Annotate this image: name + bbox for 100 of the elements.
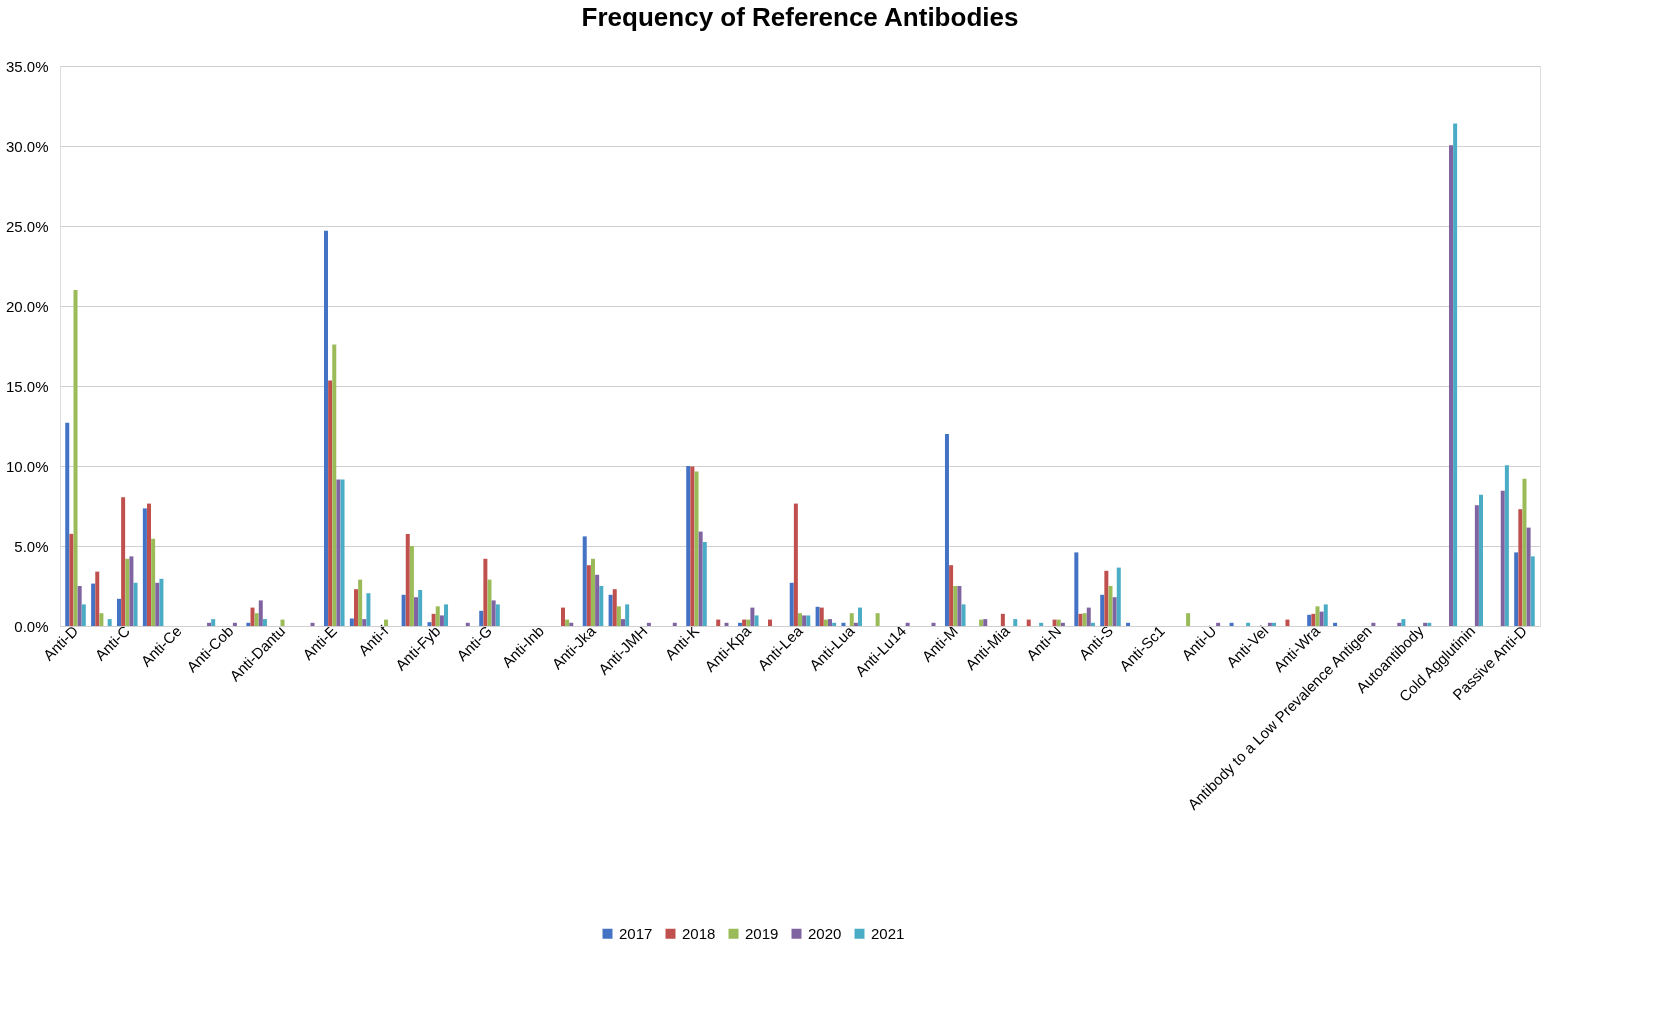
bar xyxy=(953,586,958,626)
bar xyxy=(401,594,406,626)
bar xyxy=(495,604,500,626)
bar xyxy=(69,533,74,626)
bar xyxy=(724,622,729,626)
bar xyxy=(793,503,798,626)
bar xyxy=(310,622,315,626)
bar xyxy=(444,604,449,626)
bar xyxy=(750,607,755,626)
bar xyxy=(646,622,651,626)
y-tick-label: 25.0% xyxy=(5,217,49,235)
bar xyxy=(1100,594,1105,626)
bar xyxy=(1112,597,1117,626)
bar xyxy=(340,479,345,626)
bar xyxy=(1246,622,1251,626)
bar xyxy=(254,613,259,626)
bar xyxy=(435,606,440,626)
bar xyxy=(465,622,470,626)
bar xyxy=(358,579,363,626)
bar xyxy=(815,606,820,626)
bar xyxy=(125,558,130,626)
bar xyxy=(1500,490,1505,626)
bar xyxy=(1319,611,1324,626)
bar xyxy=(366,593,371,626)
bar xyxy=(483,558,488,626)
bar xyxy=(1474,505,1479,626)
bar xyxy=(612,589,617,626)
bar xyxy=(754,615,759,626)
bar xyxy=(1000,613,1005,626)
bar xyxy=(828,619,833,626)
bar xyxy=(491,600,496,626)
bar xyxy=(1522,478,1527,626)
bar xyxy=(737,622,742,626)
bar xyxy=(250,607,255,626)
bar xyxy=(858,607,863,626)
bar xyxy=(1530,556,1535,626)
bar xyxy=(949,565,954,626)
bar xyxy=(121,497,126,626)
bar xyxy=(362,619,367,626)
bar xyxy=(694,471,699,626)
bar xyxy=(1427,622,1432,626)
bar xyxy=(77,586,82,626)
bar xyxy=(565,619,570,626)
bar xyxy=(427,622,432,626)
bar xyxy=(832,622,837,626)
bar xyxy=(133,582,138,626)
bar xyxy=(931,622,936,626)
bar xyxy=(591,558,596,626)
y-tick-label: 5.0% xyxy=(14,537,49,555)
bar xyxy=(1267,622,1272,626)
bar xyxy=(1371,622,1376,626)
bar xyxy=(616,606,621,626)
legend-label: 2021 xyxy=(871,924,905,942)
bar xyxy=(767,619,772,626)
legend-label: 2017 xyxy=(619,924,653,942)
bar xyxy=(1401,619,1406,626)
bar xyxy=(147,503,152,626)
bar xyxy=(1315,606,1320,626)
bar xyxy=(95,571,100,626)
bar xyxy=(431,613,436,626)
bar xyxy=(957,586,962,626)
bar xyxy=(1074,552,1079,626)
bar xyxy=(961,604,966,626)
bar xyxy=(1448,145,1453,626)
bar xyxy=(65,422,70,626)
bar xyxy=(853,622,858,626)
legend-label: 2018 xyxy=(682,924,716,942)
bar xyxy=(569,622,574,626)
bar xyxy=(258,600,263,626)
bar xyxy=(819,607,824,626)
bar xyxy=(1504,465,1509,626)
bar xyxy=(1397,622,1402,626)
bar xyxy=(560,607,565,626)
bar xyxy=(280,619,285,626)
bar xyxy=(336,479,341,626)
bar xyxy=(1307,614,1312,626)
y-tick-label: 15.0% xyxy=(5,377,49,395)
bar xyxy=(746,619,751,626)
bar xyxy=(1090,622,1095,626)
bar xyxy=(354,589,358,626)
bar xyxy=(1323,604,1328,626)
bar xyxy=(323,230,328,626)
bar xyxy=(1479,494,1484,626)
bar xyxy=(1116,567,1121,626)
bar xyxy=(1013,619,1018,626)
y-tick-label: 35.0% xyxy=(5,57,49,75)
bar xyxy=(944,434,949,626)
bar xyxy=(107,619,112,626)
bar xyxy=(1285,619,1290,626)
legend-label: 2020 xyxy=(808,924,842,942)
bar xyxy=(439,615,444,626)
bar xyxy=(798,613,802,626)
bar xyxy=(841,622,846,626)
bar xyxy=(690,466,695,626)
chart-title: Frequency of Reference Antibodies xyxy=(581,2,1019,32)
bar xyxy=(418,590,423,626)
bar xyxy=(1108,586,1113,626)
y-tick-label: 20.0% xyxy=(5,297,49,315)
bar xyxy=(1229,622,1234,626)
bar xyxy=(384,619,389,626)
